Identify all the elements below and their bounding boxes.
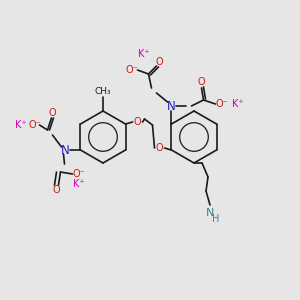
Text: K⁺: K⁺ — [232, 99, 243, 109]
Text: CH₃: CH₃ — [95, 86, 111, 95]
Text: K⁺: K⁺ — [73, 179, 84, 189]
Text: K⁺: K⁺ — [15, 120, 26, 130]
Text: O⁻: O⁻ — [215, 99, 228, 109]
Text: O⁻: O⁻ — [72, 169, 85, 179]
Text: N: N — [206, 208, 214, 218]
Text: H: H — [212, 214, 220, 224]
Text: O: O — [156, 57, 163, 67]
Text: O: O — [53, 185, 60, 195]
Text: K⁺: K⁺ — [138, 49, 149, 59]
Text: O: O — [156, 143, 163, 153]
Text: O: O — [198, 77, 205, 87]
Text: N: N — [167, 100, 176, 112]
Text: O: O — [49, 108, 56, 118]
Text: N: N — [61, 143, 70, 157]
Text: O⁻: O⁻ — [28, 120, 41, 130]
Text: O⁻: O⁻ — [125, 65, 138, 75]
Text: O: O — [134, 117, 141, 127]
